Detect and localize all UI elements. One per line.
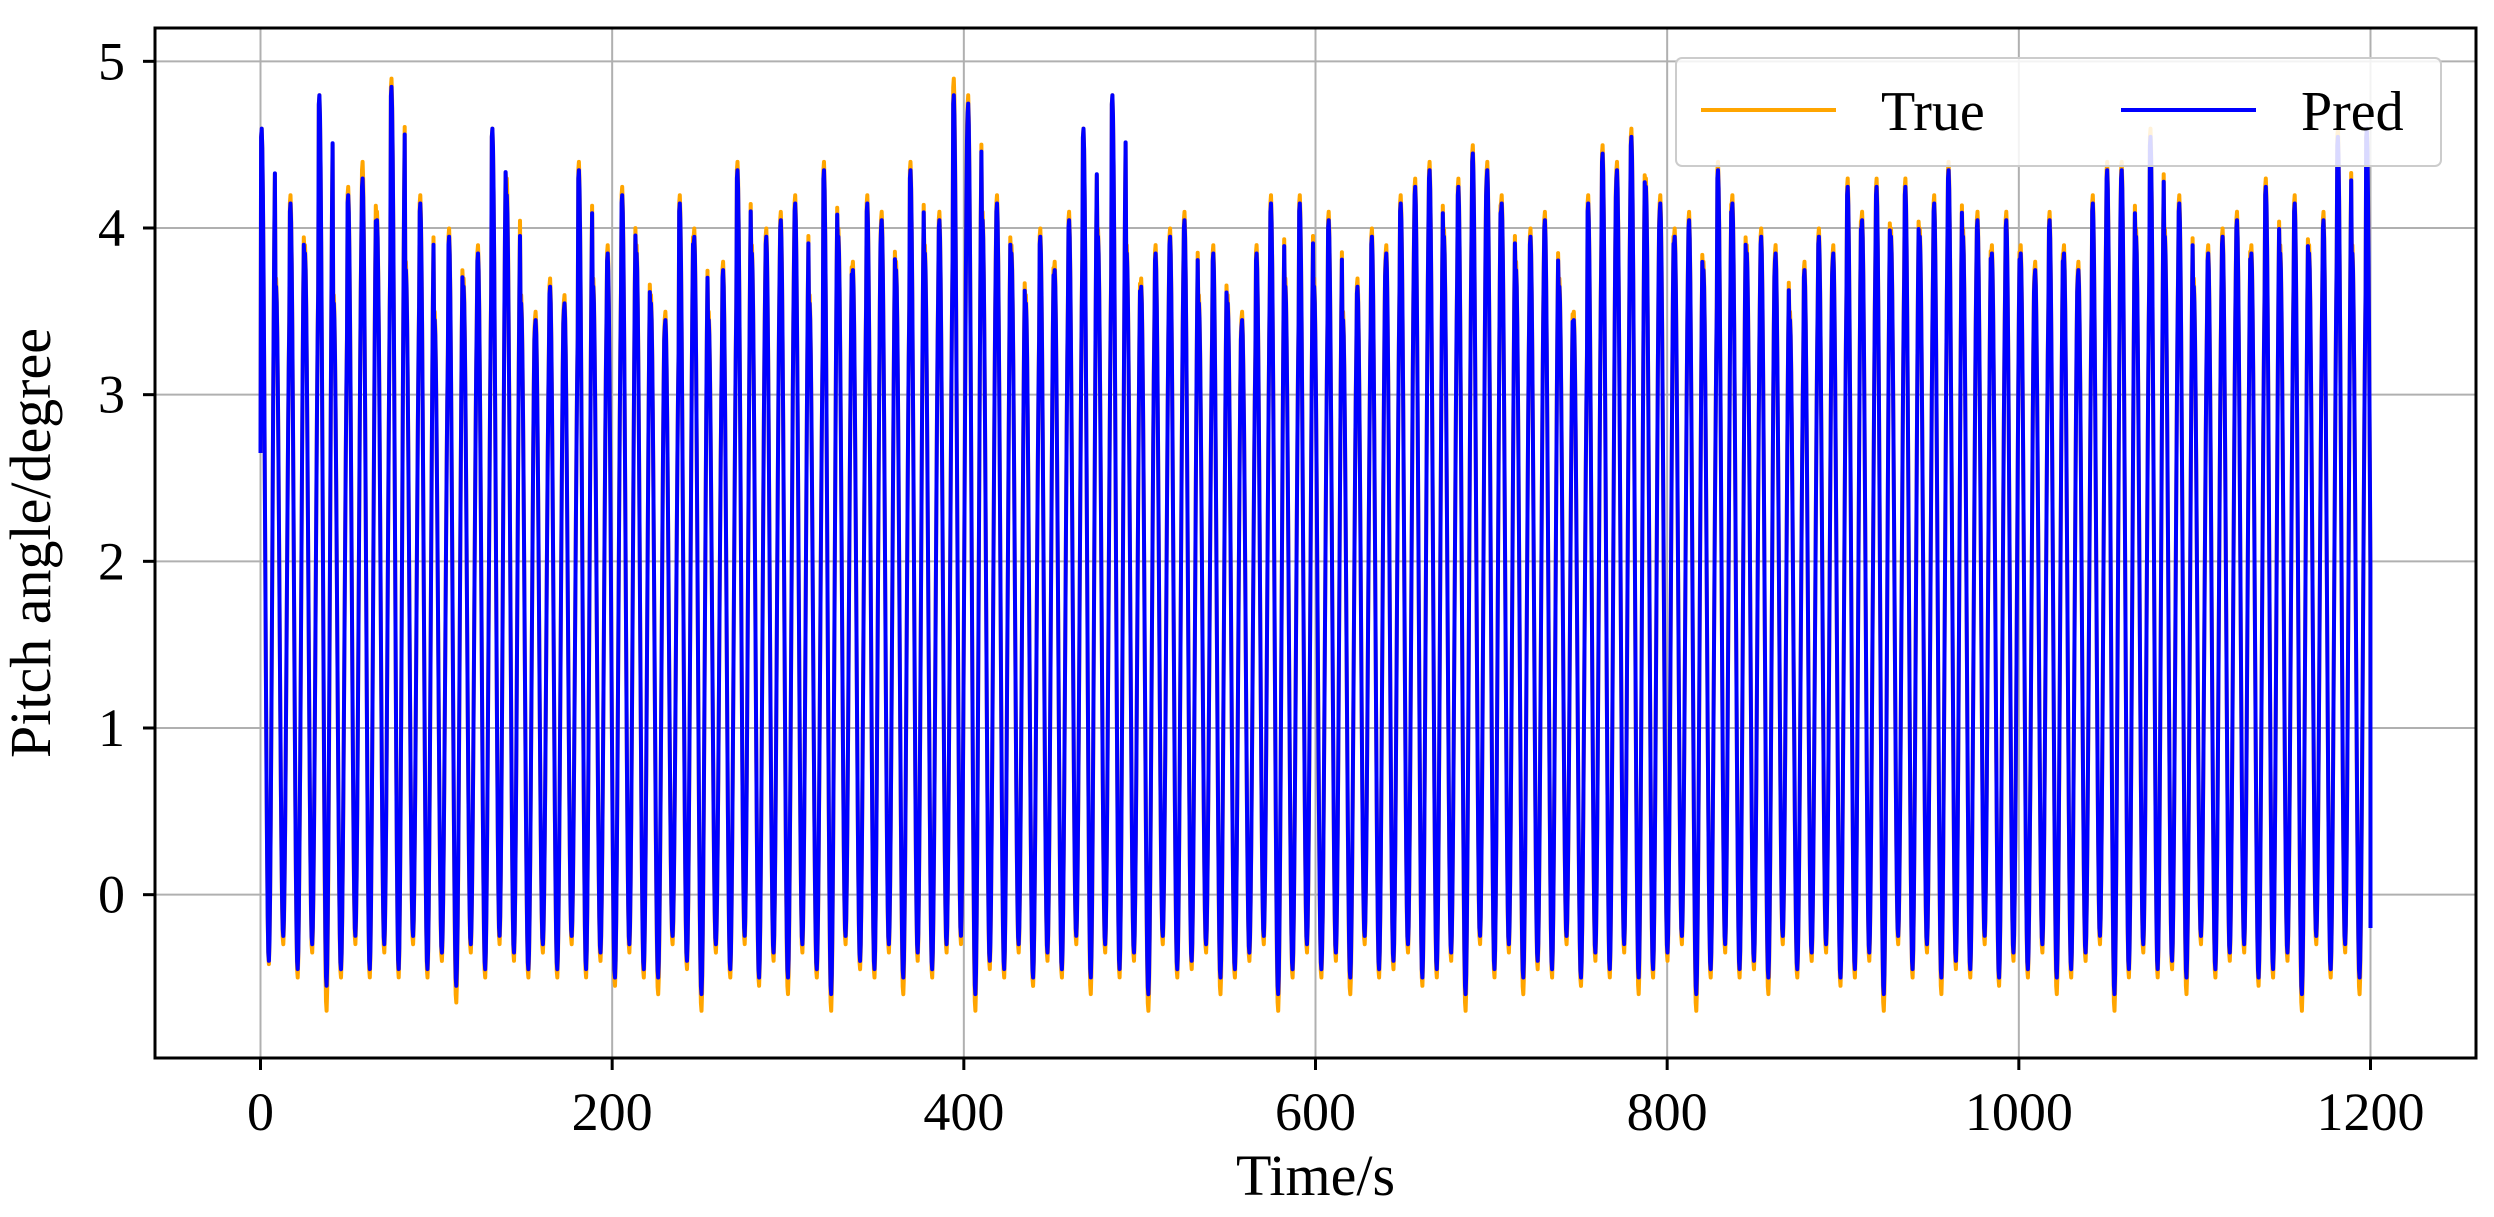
- x-tick-label-1: 200: [572, 1082, 653, 1142]
- x-tick-label-3: 600: [1275, 1082, 1356, 1142]
- y-tick-label-3: 3: [98, 365, 125, 425]
- y-tick-label-5: 5: [98, 31, 125, 91]
- x-tick-label-5: 1000: [1965, 1082, 2073, 1142]
- axis-ticks: 0 200 400 600 800 1000 1200 0 1 2 3 4 5: [98, 31, 2425, 1142]
- series-lines: [258, 76, 2373, 1013]
- y-tick-label-0: 0: [98, 865, 125, 925]
- x-tick-label-2: 400: [923, 1082, 1004, 1142]
- legend-label-pred: Pred: [2301, 81, 2404, 143]
- y-axis-label: Pitch angle/degree: [0, 328, 63, 758]
- legend-label-true: True: [1881, 81, 1985, 143]
- legend: True Pred: [1675, 57, 2442, 167]
- y-tick-label-2: 2: [98, 531, 125, 591]
- y-tick-label-1: 1: [98, 698, 125, 758]
- x-tick-label-6: 1200: [2317, 1082, 2425, 1142]
- series-line-pred: [258, 84, 2373, 997]
- x-tick-label-0: 0: [247, 1082, 274, 1142]
- x-tick-label-4: 800: [1627, 1082, 1708, 1142]
- legend-box: [1675, 57, 2442, 167]
- y-tick-label-4: 4: [98, 198, 125, 258]
- x-axis-label: Time/s: [1236, 1143, 1395, 1208]
